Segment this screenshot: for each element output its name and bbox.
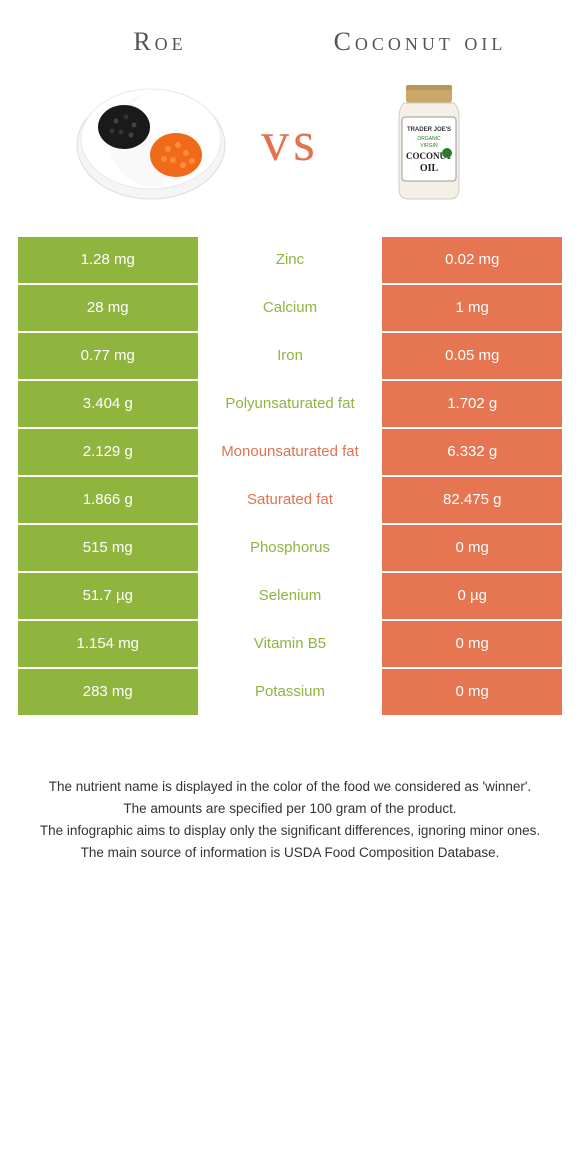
right-value: 0 mg [382,621,562,667]
table-row: 515 mgPhosphorus0 mg [18,525,562,573]
left-value: 28 mg [18,285,198,331]
right-value: 0.05 mg [382,333,562,379]
left-value: 1.154 mg [18,621,198,667]
left-value: 1.866 g [18,477,198,523]
right-value: 6.332 g [382,429,562,475]
nutrient-name: Phosphorus [198,525,383,571]
header-left: Roe [30,28,290,57]
left-value: 1.28 mg [18,237,198,283]
right-value: 0 µg [382,573,562,619]
header-right: Coconut oil [290,28,550,57]
left-value: 3.404 g [18,381,198,427]
vs-label: vs [261,110,319,174]
footer-line: The main source of information is USDA F… [28,843,552,863]
table-row: 1.866 gSaturated fat82.475 g [18,477,562,525]
right-image: TRADER JOE'S ORGANIC VIRGIN COCONUT OIL [319,77,540,207]
left-value: 0.77 mg [18,333,198,379]
right-value: 82.475 g [382,477,562,523]
svg-text:OIL: OIL [420,163,439,174]
table-row: 3.404 gPolyunsaturated fat1.702 g [18,381,562,429]
nutrient-name: Calcium [198,285,383,331]
right-value: 0 mg [382,669,562,715]
left-value: 515 mg [18,525,198,571]
table-row: 1.154 mgVitamin B50 mg [18,621,562,669]
footer-notes: The nutrient name is displayed in the co… [0,717,580,896]
svg-text:VIRGIN: VIRGIN [421,143,439,149]
left-image [40,77,261,207]
coconut-oil-jar-icon: TRADER JOE'S ORGANIC VIRGIN COCONUT OIL [384,77,474,207]
nutrient-name: Monounsaturated fat [198,429,383,475]
table-row: 51.7 µgSelenium0 µg [18,573,562,621]
table-row: 2.129 gMonounsaturated fat6.332 g [18,429,562,477]
right-value: 0 mg [382,525,562,571]
images-row: vs TRADER JOE'S ORGANIC VIRGIN COCONUT O… [0,67,580,237]
svg-text:ORGANIC: ORGANIC [418,136,442,142]
footer-line: The nutrient name is displayed in the co… [28,777,552,797]
nutrient-name: Potassium [198,669,383,715]
right-value: 1 mg [382,285,562,331]
table-row: 283 mgPotassium0 mg [18,669,562,717]
table-row: 28 mgCalcium1 mg [18,285,562,333]
table-row: 0.77 mgIron0.05 mg [18,333,562,381]
right-value: 0.02 mg [382,237,562,283]
comparison-table: 1.28 mgZinc0.02 mg28 mgCalcium1 mg0.77 m… [0,237,580,717]
left-title: Roe [30,28,290,57]
right-title: Coconut oil [290,28,550,57]
footer-line: The infographic aims to display only the… [28,821,552,841]
svg-text:TRADER JOE'S: TRADER JOE'S [407,127,451,133]
roe-icon [66,77,236,207]
nutrient-name: Polyunsaturated fat [198,381,383,427]
footer-line: The amounts are specified per 100 gram o… [28,799,552,819]
table-row: 1.28 mgZinc0.02 mg [18,237,562,285]
nutrient-name: Zinc [198,237,383,283]
header: Roe Coconut oil [0,0,580,67]
left-value: 51.7 µg [18,573,198,619]
left-value: 283 mg [18,669,198,715]
nutrient-name: Vitamin B5 [198,621,383,667]
right-value: 1.702 g [382,381,562,427]
left-value: 2.129 g [18,429,198,475]
nutrient-name: Selenium [198,573,383,619]
nutrient-name: Saturated fat [198,477,383,523]
nutrient-name: Iron [198,333,383,379]
